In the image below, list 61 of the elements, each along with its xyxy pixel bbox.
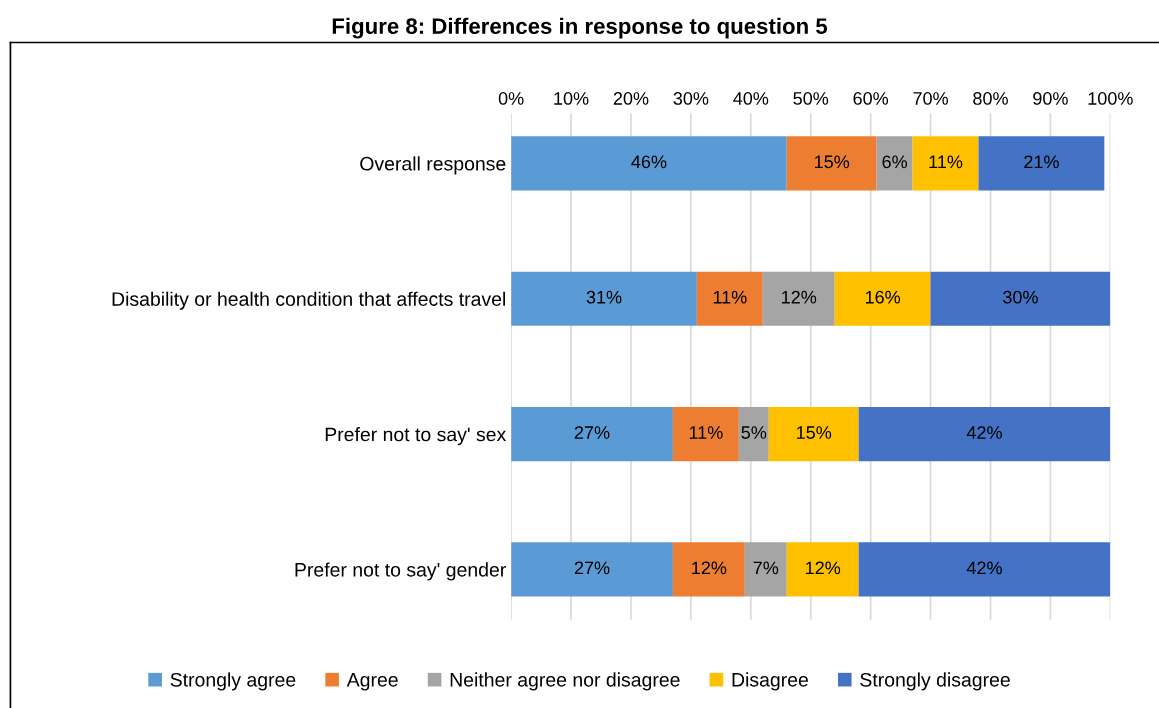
data-label: 11% bbox=[713, 290, 747, 304]
y-tick-label: Prefer not to say' sex bbox=[325, 427, 507, 446]
bar bbox=[786, 542, 859, 597]
bar bbox=[738, 407, 769, 462]
data-label: 6% bbox=[882, 155, 908, 169]
x-tick-label: 0% bbox=[498, 92, 524, 105]
x-tick-label: 100% bbox=[1088, 92, 1133, 105]
data-label: 15% bbox=[797, 426, 832, 439]
bar bbox=[858, 542, 1111, 597]
bar bbox=[511, 136, 787, 191]
y-tick-label: Disability or health condition that affects travel bbox=[112, 291, 505, 310]
data-label: 27% bbox=[574, 561, 610, 575]
x-tick-label: 70% bbox=[913, 92, 948, 105]
legend-label: Strongly disagree bbox=[860, 672, 1010, 691]
data-label: 30% bbox=[1003, 290, 1038, 304]
bar bbox=[876, 136, 913, 191]
bar bbox=[786, 136, 877, 191]
bar bbox=[930, 271, 1111, 326]
bar bbox=[762, 271, 835, 326]
data-label: 12% bbox=[692, 561, 727, 575]
bar bbox=[511, 407, 673, 462]
y-tick-label: Prefer not to say' gender bbox=[295, 562, 506, 581]
x-tick-label: 60% bbox=[853, 92, 889, 105]
data-label: 11% bbox=[689, 426, 723, 439]
x-tick-label: 10% bbox=[554, 92, 589, 105]
x-tick-label: 50% bbox=[793, 92, 829, 105]
data-label: 7% bbox=[753, 561, 779, 575]
bar bbox=[744, 542, 787, 597]
data-label: 15% bbox=[815, 155, 850, 169]
data-label: 5% bbox=[741, 426, 767, 439]
data-label: 21% bbox=[1024, 155, 1059, 169]
data-label: 12% bbox=[806, 561, 841, 575]
x-tick-label: 30% bbox=[673, 92, 709, 105]
bar bbox=[834, 271, 931, 326]
bar bbox=[696, 271, 763, 326]
bar bbox=[858, 407, 1111, 462]
x-tick-label: 20% bbox=[613, 92, 649, 105]
bar bbox=[672, 407, 739, 462]
data-label: 12% bbox=[782, 290, 817, 304]
data-label: 31% bbox=[586, 290, 622, 304]
x-tick-label: 40% bbox=[733, 92, 769, 105]
data-label: 16% bbox=[865, 290, 901, 304]
data-label: 42% bbox=[966, 426, 1002, 439]
data-label: 42% bbox=[966, 561, 1002, 575]
data-label: 11% bbox=[929, 155, 963, 169]
legend-label: Agree bbox=[346, 673, 398, 691]
legend-label: Strongly agree bbox=[170, 672, 296, 691]
bar bbox=[978, 136, 1105, 191]
y-tick-label: Overall response bbox=[360, 156, 506, 175]
data-label: 46% bbox=[631, 155, 667, 169]
x-tick-label: 90% bbox=[1033, 92, 1068, 105]
bar bbox=[511, 542, 673, 597]
legend-label: Disagree bbox=[732, 672, 808, 691]
bar bbox=[511, 271, 697, 326]
data-label: 27% bbox=[574, 426, 610, 439]
x-tick-label: 80% bbox=[973, 92, 1008, 105]
legend-label: Neither agree nor disagree bbox=[450, 672, 680, 691]
bar bbox=[768, 407, 859, 462]
bar bbox=[912, 136, 979, 191]
chart-title: Figure 8: Differences in response to question 5 bbox=[332, 17, 828, 39]
bar bbox=[672, 542, 745, 597]
